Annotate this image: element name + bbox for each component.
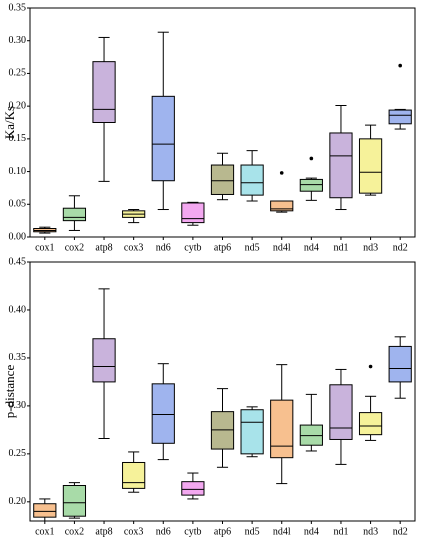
x-tick-label: nd4l (273, 526, 291, 537)
box (122, 461, 146, 489)
y-axis-label: Ka/Ks (2, 106, 17, 139)
box (358, 412, 383, 436)
plot-frame (29, 7, 416, 238)
box (240, 164, 264, 196)
x-tick-label: cox3 (124, 242, 143, 253)
y-tick-label: 0.20 (9, 100, 27, 111)
box (270, 399, 294, 459)
x-tick-label: atp6 (214, 526, 231, 537)
x-tick-label: nd1 (333, 526, 348, 537)
x-tick-label: nd2 (393, 526, 408, 537)
y-tick-label: 0.10 (9, 166, 27, 177)
box (62, 207, 87, 222)
outlier (279, 171, 284, 175)
x-tick-label: atp8 (95, 242, 112, 253)
y-axis-label: p-distance (2, 365, 17, 419)
y-tick-label: 0.40 (9, 304, 27, 315)
x-tick-label: nd4l (273, 242, 291, 253)
x-tick-label: cox2 (65, 526, 84, 537)
y-tick-label: 0.00 (9, 231, 27, 242)
box (62, 485, 87, 517)
x-tick-label: nd5 (245, 242, 260, 253)
x-tick-label: atp6 (214, 242, 231, 253)
box (329, 132, 353, 199)
x-tick-label: cytb (184, 526, 201, 537)
outlier (368, 364, 373, 369)
y-tick-label: 0.05 (9, 199, 27, 210)
y-tick-label: 0.20 (9, 496, 27, 507)
box (181, 481, 205, 496)
box (151, 383, 175, 444)
x-tick-label: nd4 (304, 242, 319, 253)
x-tick-label: nd1 (333, 242, 348, 253)
y-tick-label: 0.25 (9, 448, 27, 459)
outlier (309, 156, 314, 161)
x-tick-label: atp8 (95, 526, 112, 537)
x-tick-label: cox3 (124, 526, 143, 537)
y-tick-label: 0.35 (9, 352, 27, 363)
box (181, 202, 205, 224)
box (151, 95, 175, 182)
x-tick-label: nd3 (363, 526, 378, 537)
x-tick-label: nd4 (304, 526, 319, 537)
box (92, 338, 116, 383)
box (299, 178, 323, 192)
box (210, 164, 235, 195)
x-tick-label: nd6 (156, 242, 171, 253)
y-tick-label: 0.15 (9, 133, 27, 144)
box (270, 200, 294, 212)
box (33, 503, 57, 518)
y-tick-label: 0.25 (9, 68, 27, 79)
x-tick-label: cox1 (35, 526, 54, 537)
x-tick-label: cox1 (35, 242, 54, 253)
box (92, 61, 116, 123)
box (388, 109, 412, 125)
y-tick-label: 0.35 (9, 2, 27, 13)
y-tick-label: 0.30 (9, 35, 27, 46)
x-tick-label: nd3 (363, 242, 378, 253)
box (329, 384, 353, 440)
box (388, 345, 412, 383)
outlier (398, 63, 402, 68)
x-tick-label: nd5 (245, 526, 260, 537)
box (358, 138, 383, 194)
x-tick-label: nd6 (156, 526, 171, 537)
y-tick-label: 0.30 (9, 400, 27, 411)
x-tick-label: cytb (184, 242, 201, 253)
y-tick-label: 0.45 (9, 256, 27, 267)
box (240, 409, 264, 455)
x-tick-label: cox2 (65, 242, 84, 253)
x-tick-label: nd2 (393, 242, 408, 253)
